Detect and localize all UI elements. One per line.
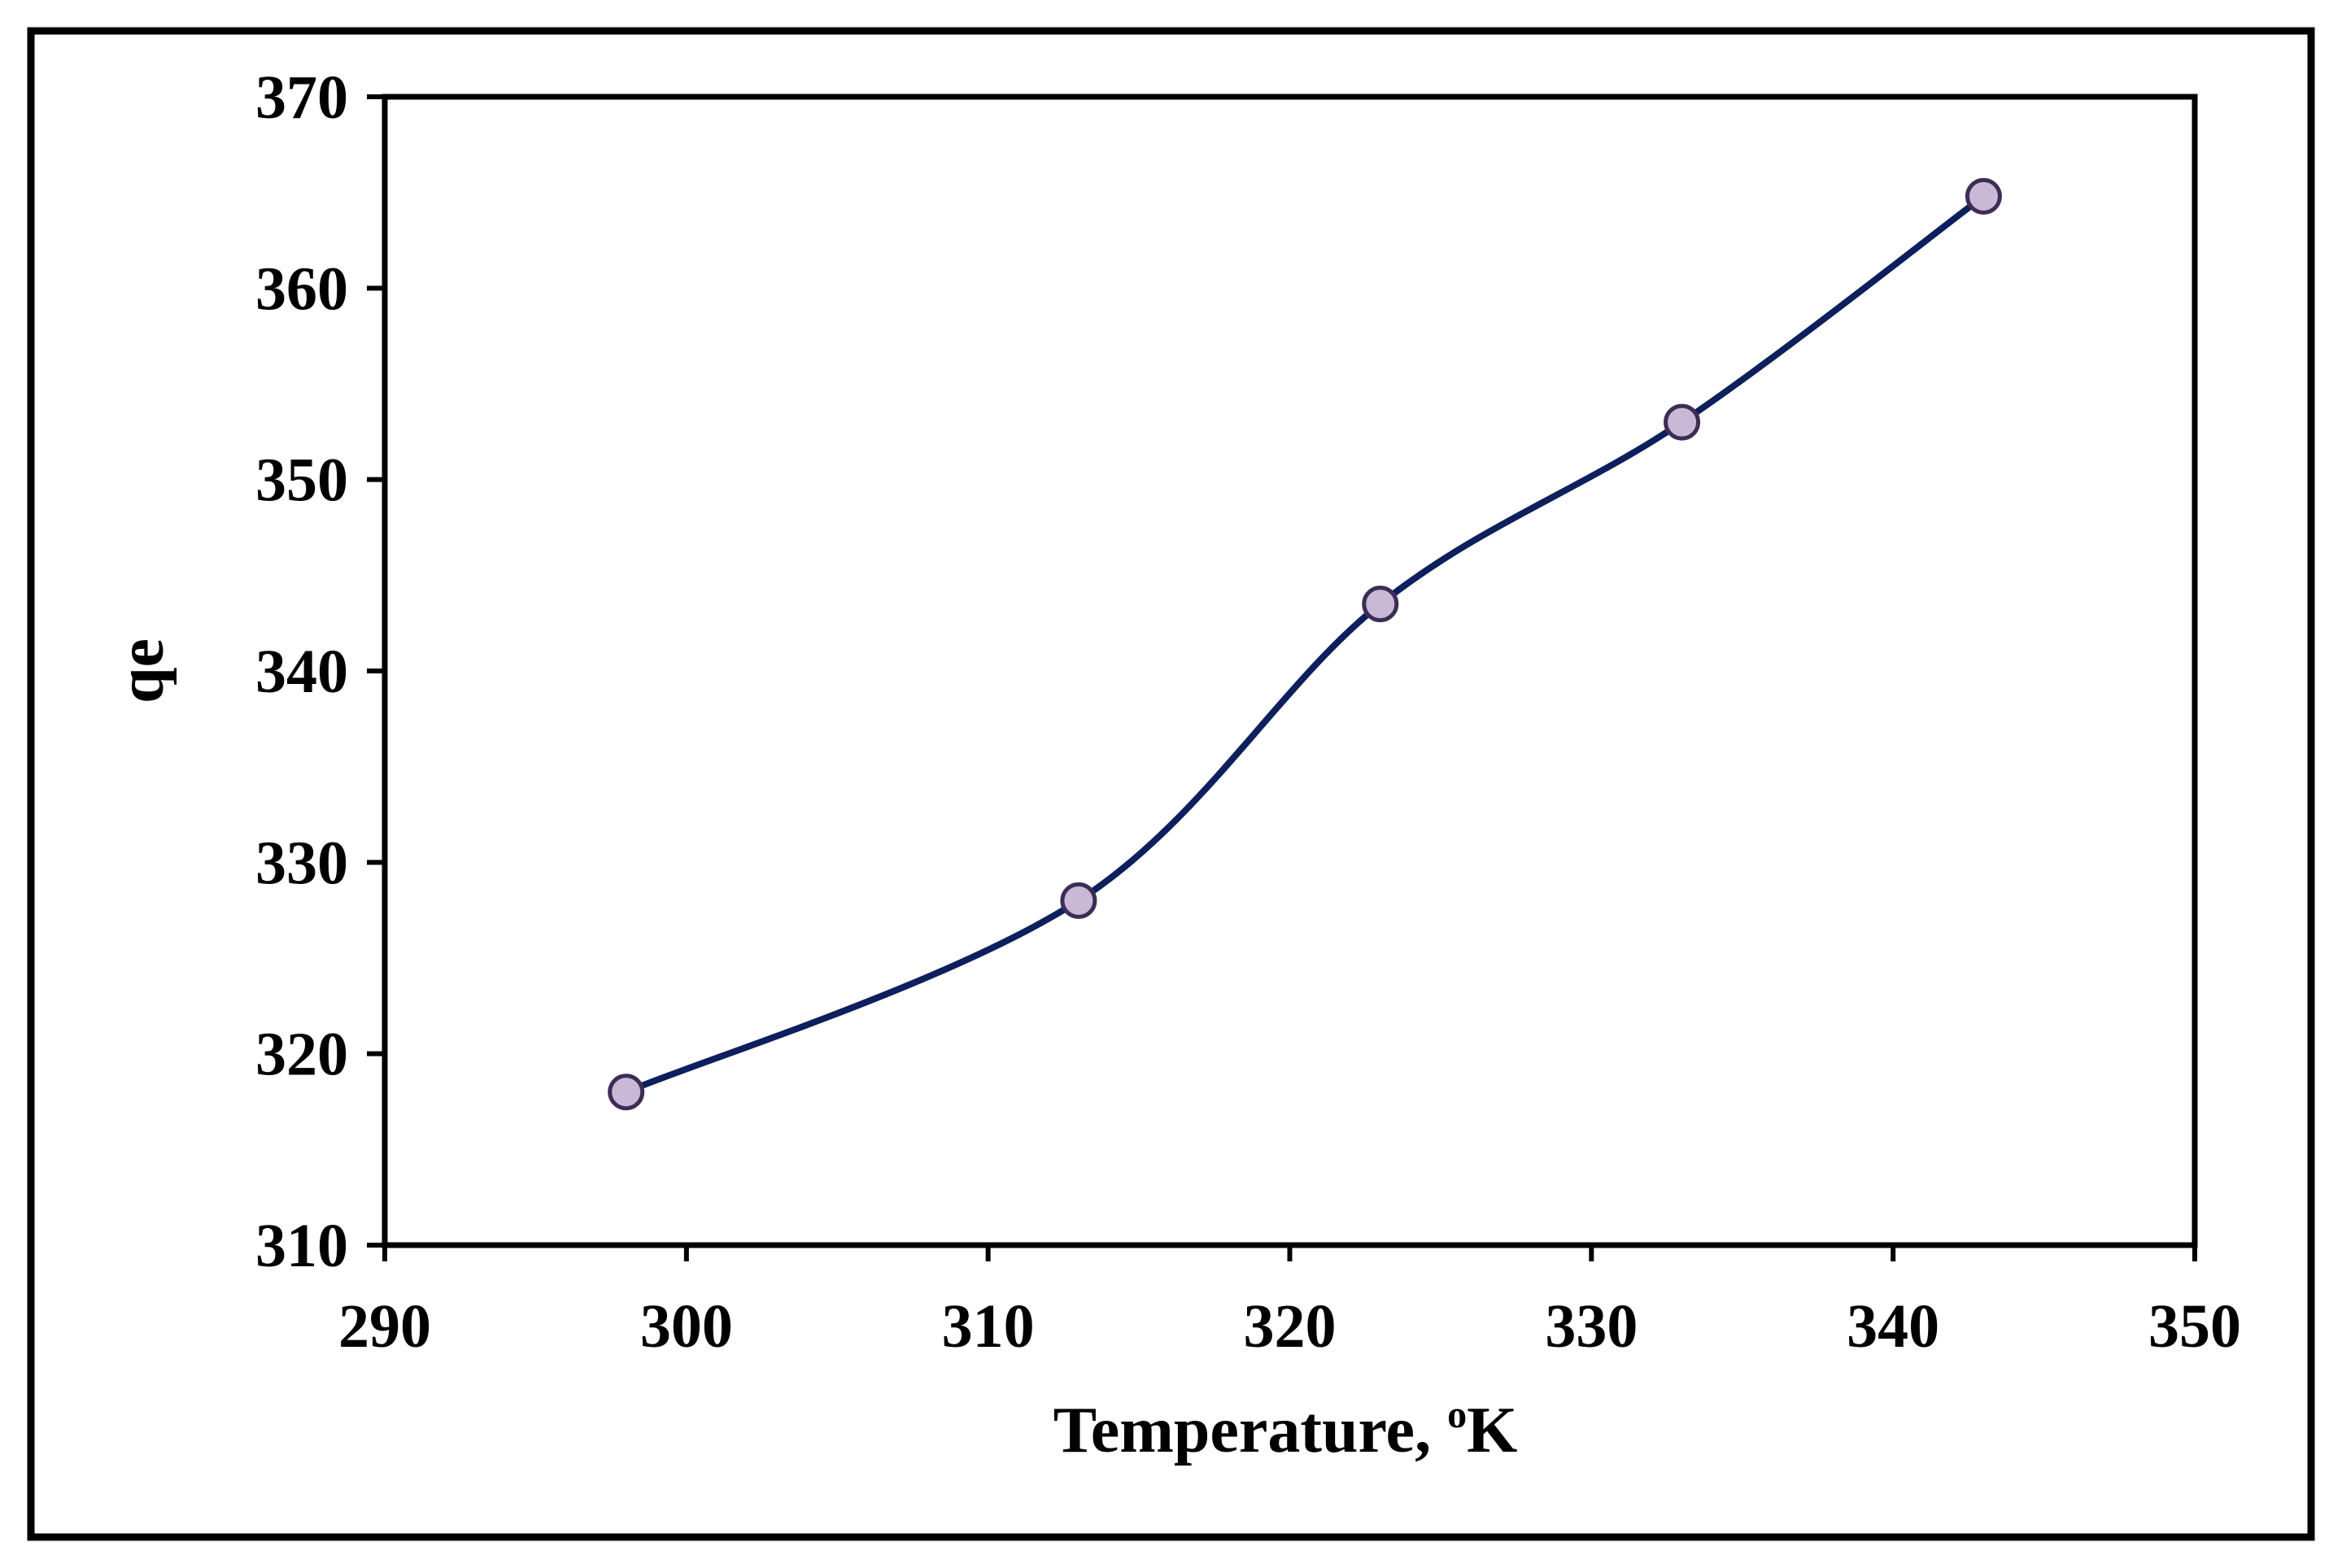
y-tick-label: 370 bbox=[255, 63, 348, 132]
outer-frame bbox=[27, 27, 2315, 1541]
data-point bbox=[1965, 177, 2002, 215]
x-tick-label: 290 bbox=[338, 1292, 431, 1361]
x-axis-title-superscript: o bbox=[1447, 1393, 1467, 1436]
x-axis-title-unit: K bbox=[1467, 1395, 1517, 1466]
x-axis-title: Temperature, oK bbox=[1053, 1393, 1518, 1466]
x-tick-label: 340 bbox=[1847, 1292, 1939, 1361]
data-point bbox=[1060, 882, 1097, 919]
x-axis-ticks: 290 300 310 320 330 340 350 bbox=[338, 1245, 2241, 1361]
y-axis-ticks: 310 320 330 340 350 360 370 bbox=[255, 63, 385, 1280]
data-point bbox=[608, 1074, 645, 1111]
x-tick-label: 330 bbox=[1545, 1292, 1638, 1361]
y-tick-label: 340 bbox=[255, 638, 348, 706]
x-tick-label: 350 bbox=[2148, 1292, 2241, 1361]
series-markers bbox=[608, 177, 2002, 1111]
y-tick-label: 320 bbox=[255, 1021, 348, 1089]
x-tick-label: 320 bbox=[1244, 1292, 1337, 1361]
y-tick-label: 330 bbox=[255, 829, 348, 897]
y-tick-label: 310 bbox=[255, 1212, 348, 1280]
y-tick-label: 350 bbox=[255, 446, 348, 515]
data-point bbox=[1362, 586, 1399, 623]
x-axis-title-text: Temperature, bbox=[1053, 1395, 1447, 1466]
y-axis-title: qe bbox=[106, 638, 177, 703]
series-line bbox=[622, 193, 1987, 1095]
y-tick-label: 360 bbox=[255, 255, 348, 323]
x-tick-label: 300 bbox=[640, 1292, 733, 1361]
x-tick-label: 310 bbox=[942, 1292, 1035, 1361]
data-point bbox=[1664, 403, 1701, 441]
